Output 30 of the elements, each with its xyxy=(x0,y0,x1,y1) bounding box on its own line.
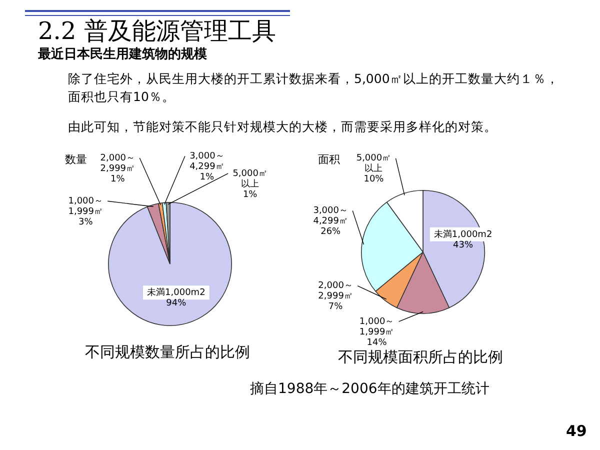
text: 除了住宅外，从民生用大楼的开工累计数据来看，5,000㎡以上的开工数量大约１％，面积也只有10％。 xyxy=(68,70,560,106)
data-label: 43% xyxy=(453,240,474,250)
data-label: 14% xyxy=(366,338,388,348)
slice-label: 5,000㎡以上 xyxy=(356,154,392,174)
chart-title: 数量 xyxy=(65,152,87,167)
data-label: 26% xyxy=(320,227,342,238)
data-label: 10% xyxy=(364,174,384,185)
data-label: 3% xyxy=(78,217,94,228)
text: 49 xyxy=(566,422,587,440)
slice-label: 2,000～ 2,999㎡ xyxy=(100,153,136,174)
slice-label: 未満1,000m2 xyxy=(147,286,206,298)
slice-label: 3,000～ 4,299㎡ xyxy=(190,152,224,172)
slice-label: 3,000～ 4,299㎡ xyxy=(313,206,348,227)
data-label: 1% xyxy=(242,190,258,200)
text: 由此可知，节能对策不能只针对规模大的大楼，而需要采用多样化的对策。 xyxy=(68,118,497,136)
data-label: 1% xyxy=(200,172,215,183)
text: 2.2 普及能源管理工具 xyxy=(38,16,276,47)
text: 最近日本民生用建筑物的规模 xyxy=(38,46,207,63)
slice-label: 1,000～ 1,999㎡ xyxy=(68,196,103,217)
slice-label: 未満1,000m2 xyxy=(434,228,492,240)
slice-label: 2,000～ 2,999㎡ xyxy=(318,281,353,302)
data-label: 7% xyxy=(328,302,344,312)
chart-title: 面积 xyxy=(318,152,340,167)
slice-label: 1,000～ 1,999㎡ xyxy=(359,316,394,338)
text: 不同规模面积所占的比例 xyxy=(338,348,503,367)
text: 不同规模数量所占的比例 xyxy=(85,343,250,362)
data-label: 94% xyxy=(166,298,187,308)
text: 摘自1988年～2006年的建筑开工统计 xyxy=(250,380,490,398)
data-label: 1% xyxy=(110,174,126,184)
slice-label: 5,000㎡以上 xyxy=(232,168,268,190)
